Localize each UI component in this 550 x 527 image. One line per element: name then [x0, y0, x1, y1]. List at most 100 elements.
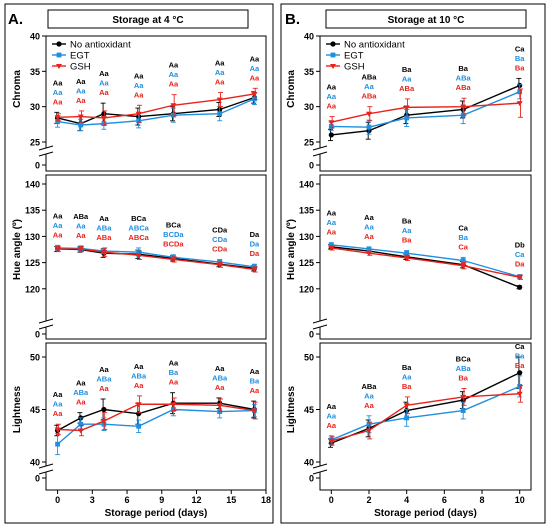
significance-letter: Aa [327, 402, 337, 411]
data-point [78, 122, 84, 128]
data-point [328, 439, 335, 444]
data-point [54, 115, 61, 121]
y-tick-label: 0 [35, 330, 40, 340]
data-point [101, 121, 107, 127]
y-tick-label: 0 [309, 161, 314, 171]
significance-letter: Aa [169, 359, 179, 368]
significance-letter: Aa [215, 383, 225, 392]
y-axis-label: Chroma [286, 70, 297, 108]
y-tick-label: 125 [299, 258, 314, 268]
significance-letter: CDa [212, 235, 228, 244]
legend-label: EGT [70, 51, 90, 62]
significance-letter: Aa [169, 61, 179, 70]
significance-letter: Aa [76, 77, 86, 86]
significance-letter: Aa [53, 78, 63, 87]
significance-letter: ABa [361, 73, 377, 82]
data-point [516, 101, 523, 107]
y-tick-label: 40 [30, 32, 40, 42]
data-point [328, 120, 335, 126]
y-tick-label: 40 [30, 458, 40, 468]
y-tick-label: 135 [299, 206, 314, 216]
significance-letter: Aa [327, 102, 337, 111]
significance-letter: Aa [215, 78, 225, 87]
x-axis-label: Storage period (days) [105, 508, 208, 519]
significance-letter: Ca [458, 223, 468, 232]
data-point [516, 275, 523, 281]
y-tick-label: 0 [309, 474, 314, 484]
title-box [325, 9, 527, 29]
x-tick-label: 0 [55, 495, 60, 505]
y-tick-label: 35 [30, 67, 40, 77]
significance-letter: Aa [250, 73, 260, 82]
data-point [403, 255, 410, 261]
panel-frame [4, 3, 274, 524]
y-tick-label: 50 [30, 353, 40, 363]
axis-break-gap [313, 466, 327, 472]
significance-letter: Ba [458, 233, 468, 242]
x-tick-label: 0 [329, 495, 334, 505]
significance-letter: ABa [212, 373, 228, 382]
axis-break-mark [312, 469, 328, 475]
y-tick-label: 45 [30, 405, 40, 415]
data-point [55, 119, 60, 124]
axis-break-mark [38, 469, 54, 475]
y-axis-label: Chroma [12, 70, 23, 108]
y-tick-label: 30 [30, 102, 40, 112]
y-axis-label: Hue angle (º) [286, 219, 297, 280]
plot-area [45, 174, 267, 340]
y-tick-label: 50 [304, 353, 314, 363]
data-point [366, 246, 372, 252]
significance-letter: Aa [53, 409, 63, 418]
significance-letter: Aa [76, 398, 86, 407]
y-tick-label: 120 [25, 284, 40, 294]
series-line [331, 246, 520, 288]
data-point [460, 397, 466, 403]
y-tick-label: 135 [25, 206, 40, 216]
data-point [100, 419, 107, 425]
significance-letter: Aa [327, 421, 337, 430]
significance-letter: Da [250, 249, 260, 258]
legend-label: No antioxidant [344, 40, 405, 51]
chart-title: Storage at 10 °C [388, 15, 465, 26]
significance-letter: BCDa [163, 240, 184, 249]
data-point [170, 402, 177, 408]
panel-label: B. [285, 11, 300, 28]
data-point [170, 407, 176, 412]
y-tick-label: 125 [25, 258, 40, 268]
axis-break-mark [38, 145, 54, 151]
data-point [328, 245, 335, 251]
data-point [136, 249, 142, 255]
legend-label: GSH [70, 62, 91, 73]
significance-letter: Aa [364, 213, 374, 222]
significance-letter: ABa [361, 382, 377, 391]
data-point [100, 250, 107, 256]
legend-marker [330, 52, 336, 58]
significance-letter: Ba [515, 361, 525, 370]
legend-marker [56, 41, 62, 47]
significance-letter: Aa [327, 209, 337, 218]
y-tick-label: 140 [25, 180, 40, 190]
significance-letter: Ba [402, 65, 412, 74]
data-point [216, 97, 223, 103]
data-point [366, 421, 372, 427]
significance-letter: Aa [402, 226, 412, 235]
y-tick-label: 130 [25, 232, 40, 242]
data-point [216, 403, 223, 409]
legend-marker [56, 64, 62, 69]
chart-title: Storage at 4 °C [112, 15, 183, 26]
significance-letter: Aa [327, 411, 337, 420]
significance-letter: Aa [364, 222, 374, 231]
y-axis-label: Lightness [286, 385, 297, 433]
significance-letter: Aa [76, 96, 86, 105]
significance-letter: Aa [250, 54, 260, 63]
axis-break-mark [38, 324, 54, 330]
data-point [252, 96, 257, 102]
significance-letter: Da [250, 230, 260, 239]
data-point [328, 124, 334, 129]
significance-letter: BCa [166, 221, 182, 230]
significance-letter: ABa [399, 84, 415, 93]
data-point [135, 402, 142, 408]
data-point [365, 251, 372, 257]
